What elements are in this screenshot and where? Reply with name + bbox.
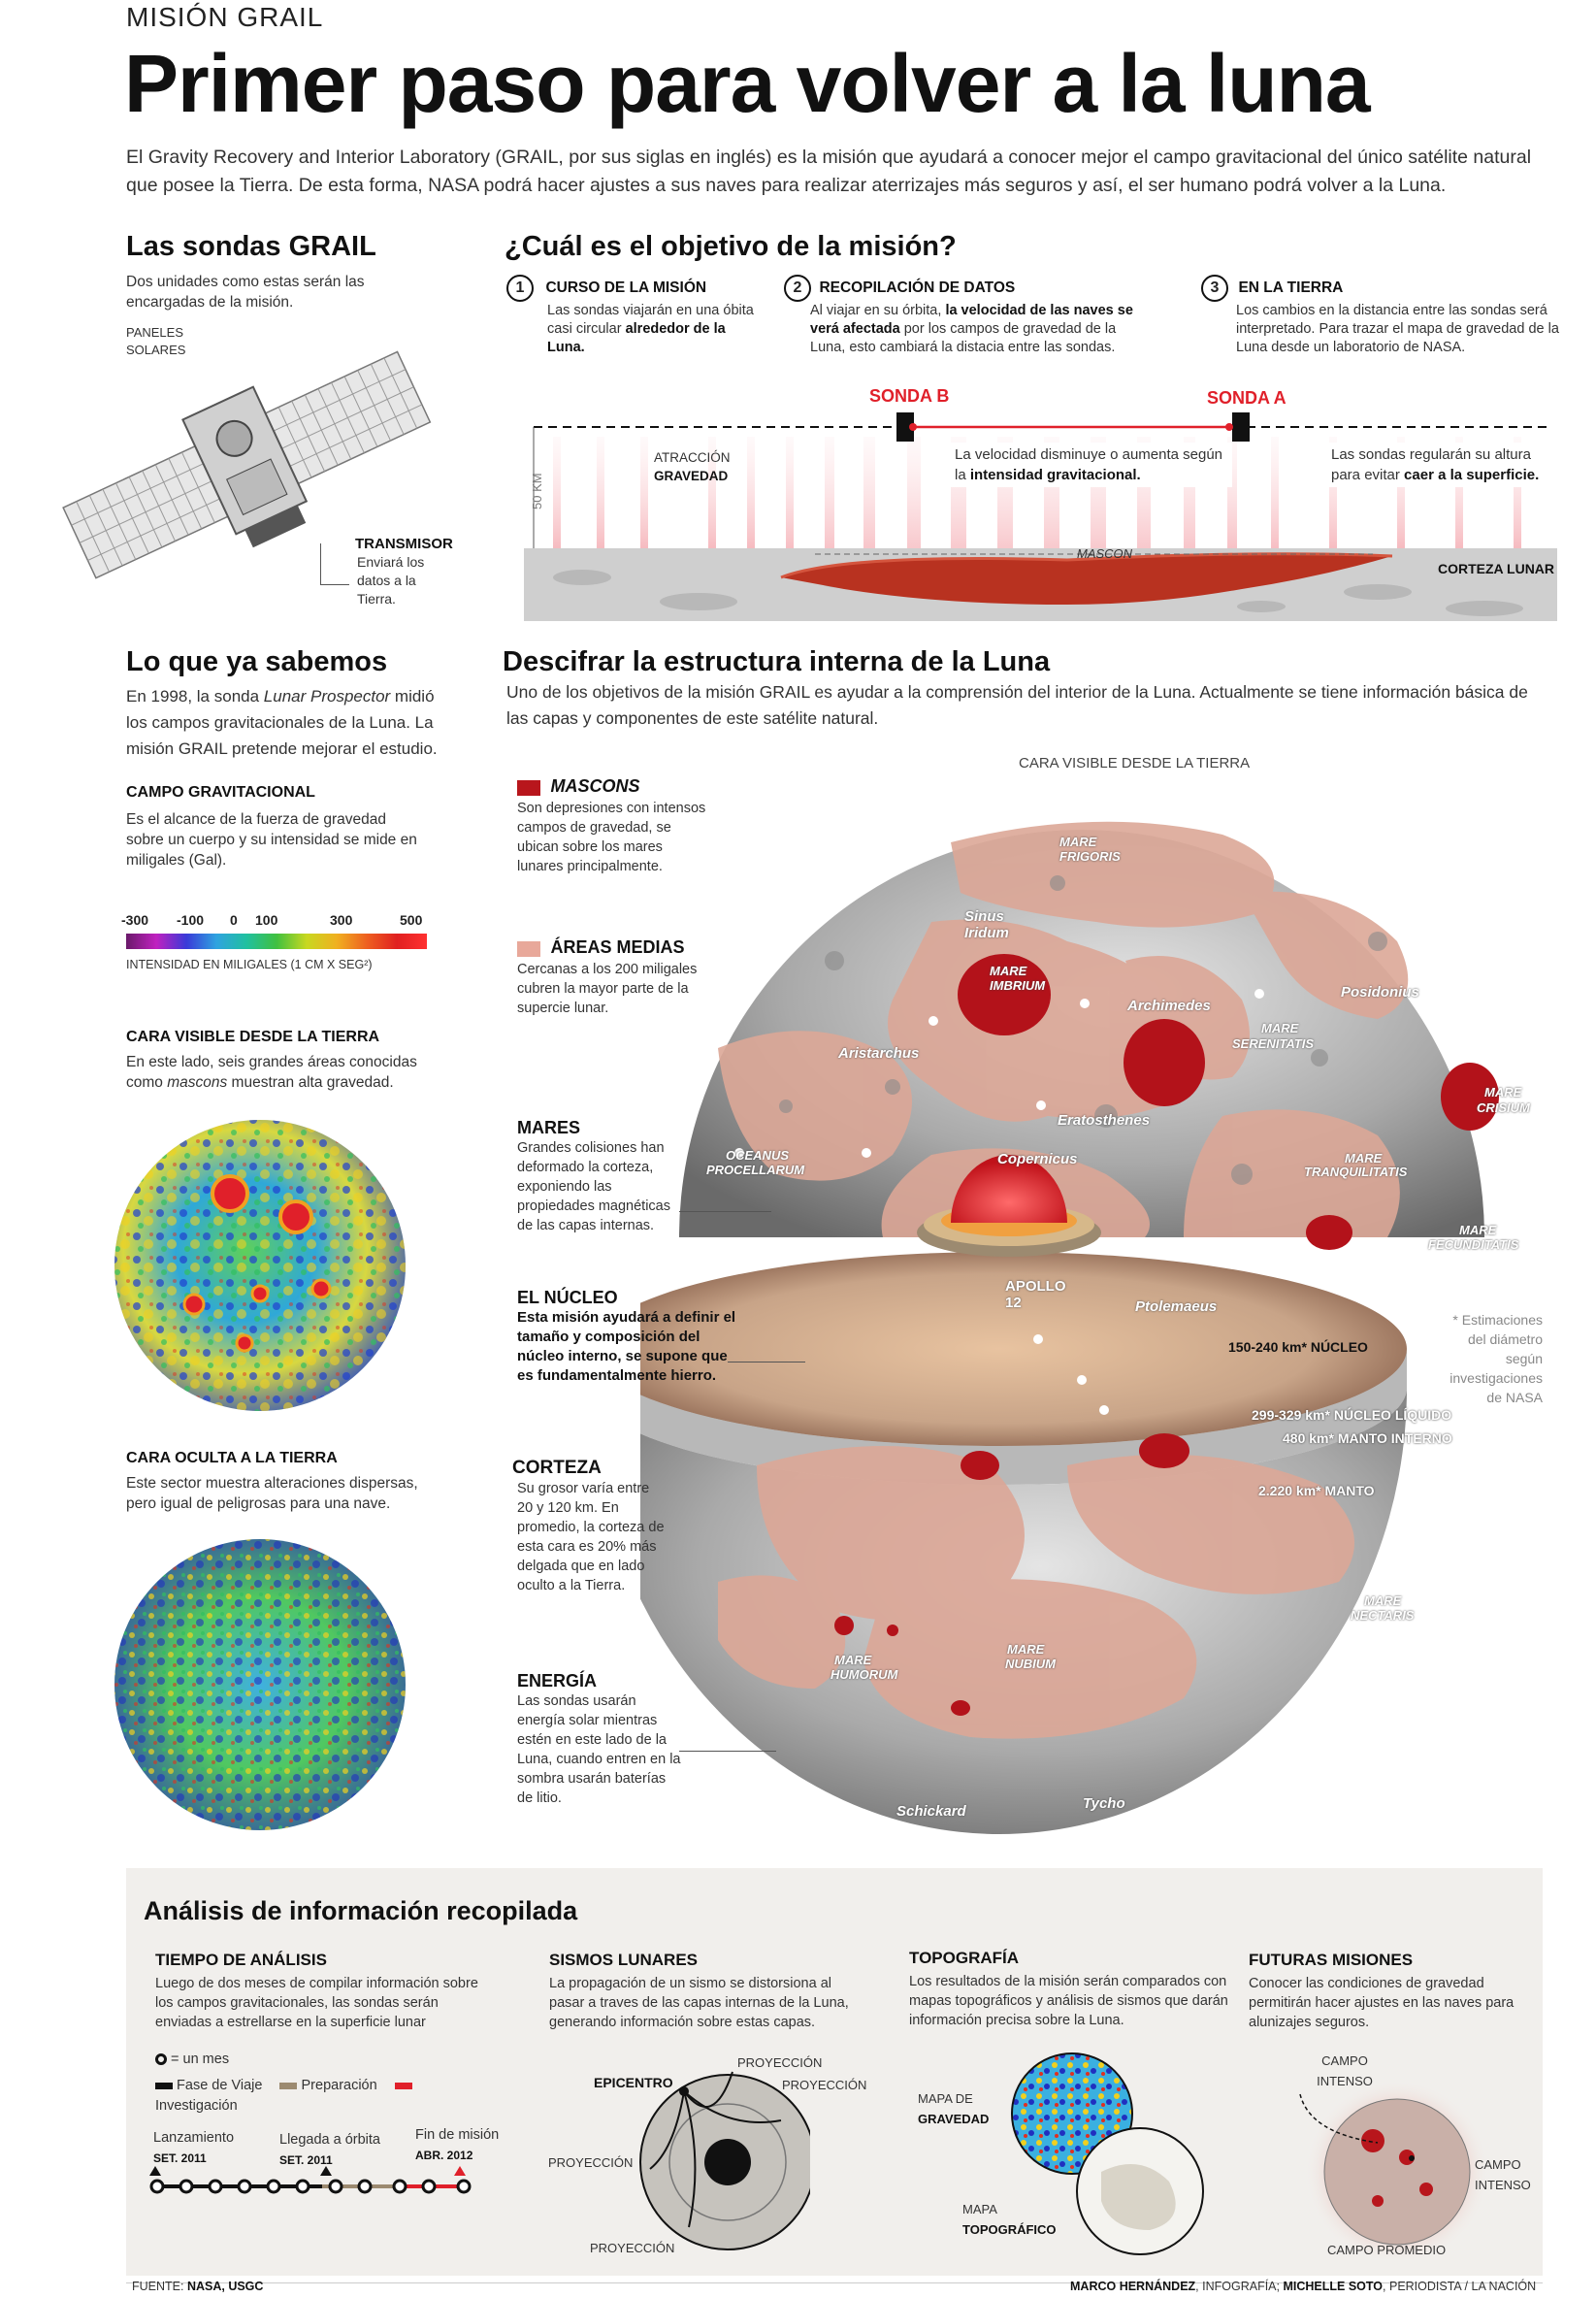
- sismos-column: SISMOS LUNARES La propagación de un sism…: [549, 1951, 849, 2030]
- layer-nucleo: 150-240 km* NÚCLEO: [1228, 1339, 1368, 1355]
- topo-maps: [1011, 2052, 1204, 2255]
- gravity-scale: -300 -100 0 100 300 500 INTENSIDAD EN MI…: [121, 912, 427, 975]
- gravity-map-near-side: [114, 1120, 406, 1411]
- areas-callout: ÁREAS MEDIAS Cercanas a los 200 miligale…: [517, 937, 698, 1016]
- visible-title: CARA VISIBLE DESDE LA TIERRA: [126, 1029, 380, 1045]
- proyeccion-label-2: PROYECCIÓN: [782, 2078, 867, 2092]
- intro-text: El Gravity Recovery and Interior Laborat…: [126, 147, 1532, 196]
- moon-cutaway: [640, 821, 1499, 1834]
- layer-manto: 2.220 km* MANTO: [1258, 1483, 1375, 1498]
- sabemos-text: En 1998, la sonda Lunar Prospector midió…: [126, 687, 438, 758]
- step-number: 2: [784, 275, 811, 302]
- step-2: 2 RECOPILACIÓN DE DATOS Al viajar en su …: [784, 275, 1153, 357]
- cara-visible-label: CARA VISIBLE DESDE LA TIERRA: [1019, 755, 1251, 771]
- campo-intenso-label-1: CAMPO INTENSO: [1317, 2053, 1373, 2088]
- mapa-gravedad-label: MAPA DE GRAVEDAD: [918, 2091, 990, 2126]
- regularan-note: Las sondas regularán su altura para evit…: [1327, 443, 1560, 487]
- step-number: 3: [1201, 275, 1228, 302]
- gravity-map-far-side: [114, 1539, 406, 1830]
- lanzamiento-label: Lanzamiento SET. 2011: [153, 2130, 235, 2165]
- transmisor-desc: Enviará los datos a la Tierra.: [357, 554, 425, 607]
- objetivo-title: ¿Cuál es el objetivo de la misión?: [505, 231, 957, 262]
- atraccion-label: ATRACCIÓN GRAVEDAD: [654, 450, 731, 483]
- probe-illustration: [62, 350, 432, 579]
- nucleo-callout: EL NÚCLEO Esta misión ayudará a definir …: [517, 1288, 736, 1384]
- page-title: Primer paso para volver a la luna: [124, 38, 1371, 129]
- analisis-panel: [126, 1868, 1543, 2276]
- mascons-callout: MASCONS Son depresiones con intensos cam…: [517, 776, 706, 874]
- sonda-a-label: SONDA A: [1207, 388, 1287, 408]
- velocidad-note: La velocidad disminuye o aumenta según l…: [951, 443, 1232, 487]
- credits: MARCO HERNÁNDEZ, INFOGRAFÍA; MICHELLE SO…: [1070, 2280, 1537, 2293]
- mares-callout: MARES Grandes colisiones han deformado l…: [517, 1118, 670, 1233]
- step-number: 1: [506, 275, 534, 302]
- sabemos-title: Lo que ya sabemos: [126, 646, 388, 677]
- energia-callout: ENERGÍA Las sondas usarán energía solar …: [517, 1671, 681, 1806]
- seismic-diagram: [639, 2071, 810, 2250]
- layer-nucleo-liquido: 299-329 km* NÚCLEO LÍQUIDO: [1252, 1407, 1452, 1423]
- mascon-label: MASCON: [1077, 546, 1133, 561]
- analisis-title: Análisis de información recopilada: [144, 1896, 578, 1925]
- futuras-column: FUTURAS MISIONES Conocer las condiciones…: [1249, 1951, 1515, 2030]
- topografia-column: TOPOGRAFÍA Los resultados de la misión s…: [909, 1949, 1228, 2028]
- epicentro-label: EPICENTRO: [594, 2075, 673, 2090]
- altitude-label: 50 KM: [530, 473, 544, 509]
- kicker: MISIÓN GRAIL: [126, 2, 324, 32]
- campo-desc: Es el alcance de la fuerza de gravedad s…: [126, 811, 417, 869]
- campo-promedio-label: CAMPO PROMEDIO: [1327, 2243, 1447, 2257]
- fin-label: Fin de misión ABR. 2012: [415, 2127, 500, 2162]
- gravity-color-bar: [126, 934, 427, 949]
- campo-intenso-label-2: CAMPO INTENSO: [1475, 2157, 1531, 2192]
- estimaciones-note: * Estimaciones del diámetro según invest…: [1449, 1312, 1543, 1405]
- proyeccion-label-1: PROYECCIÓN: [737, 2055, 823, 2070]
- timeline: [149, 2166, 472, 2194]
- fuente: FUENTE: NASA, USGC: [132, 2280, 264, 2293]
- oculta-desc: Este sector muestra alteraciones dispers…: [126, 1475, 418, 1512]
- tiempo-column: TIEMPO DE ANÁLISIS Luego de dos meses de…: [155, 1951, 478, 2114]
- oculta-title: CARA OCULTA A LA TIERRA: [126, 1450, 338, 1466]
- orbit-diagram: [524, 412, 1557, 621]
- paneles-label: PANELES SOLARES: [126, 325, 186, 357]
- sondas-title: Las sondas GRAIL: [126, 231, 376, 262]
- llegada-label: Llegada a órbita SET. 2011: [279, 2132, 380, 2167]
- sonda-b-label: SONDA B: [869, 386, 950, 406]
- estructura-title: Descifrar la estructura interna de la Lu…: [503, 646, 1051, 677]
- future-landing-diagram: [1299, 2080, 1489, 2259]
- corteza-callout: CORTEZA Su grosor varía entre 20 y 120 k…: [512, 1458, 665, 1593]
- layer-manto-interno: 480 km* MANTO INTERNO: [1283, 1430, 1452, 1446]
- estructura-desc: Uno de los objetivos de la misión GRAIL …: [506, 682, 1528, 728]
- proyeccion-label-4: PROYECCIÓN: [590, 2241, 675, 2255]
- step-3: 3 EN LA TIERRA Los cambios en la distanc…: [1201, 275, 1570, 357]
- transmisor-label: TRANSMISOR: [355, 536, 453, 552]
- visible-desc: En este lado, seis grandes áreas conocid…: [126, 1054, 417, 1091]
- campo-title: CAMPO GRAVITACIONAL: [126, 784, 315, 801]
- sondas-desc: Dos unidades como estas serán las encarg…: [126, 274, 365, 311]
- step-1: 1 CURSO DE LA MISIÓN Las sondas viajarán…: [506, 275, 759, 357]
- proyeccion-label-3: PROYECCIÓN: [548, 2155, 634, 2170]
- mapa-topografico-label: MAPA TOPOGRÁFICO: [962, 2202, 1057, 2237]
- corteza-lunar-label: CORTEZA LUNAR: [1438, 561, 1555, 576]
